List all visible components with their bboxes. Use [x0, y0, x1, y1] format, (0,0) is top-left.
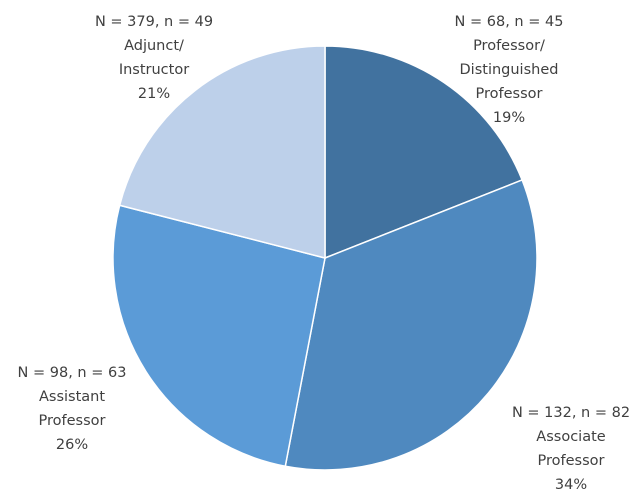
pie-slice-2 [112, 204, 326, 468]
slice-label-1-line-1: Associate [536, 429, 605, 445]
slice-label-3-line-0: N = 379, n = 49 [95, 14, 213, 30]
slice-label-3-line-3: 21% [138, 86, 170, 102]
slice-label-0-line-4: 19% [493, 110, 525, 126]
slice-label-2-line-2: Professor [39, 413, 106, 429]
slice-label-3-line-1: Adjunct/ [124, 38, 184, 54]
slice-label-0: N = 68, n = 45 Professor/Distinguished Pro… [455, 14, 564, 126]
pie-slice-3 [118, 45, 326, 259]
slices-layer [112, 45, 538, 471]
slice-label-2: N = 98, n = 63 Assistant Professor 26% [18, 365, 127, 453]
slice-label-3: N = 379, n = 49 Adjunct/Instructor 21% [95, 14, 213, 102]
slice-label-0-line-3: Professor [476, 86, 543, 102]
slice-label-1-line-3: 34% [555, 477, 587, 493]
slice-label-2-line-3: 26% [56, 437, 88, 453]
slice-label-1: N = 132, n = 82 Associate Professor 34% [512, 405, 630, 493]
slice-label-0-line-1: Professor/ [473, 38, 545, 54]
pie-slice-1 [284, 178, 538, 471]
labels-layer: N = 68, n = 45 Professor/Distinguished Pro… [18, 14, 631, 493]
slice-label-1-line-0: N = 132, n = 82 [512, 405, 630, 421]
pie-slice-0 [324, 45, 524, 260]
slice-label-0-line-2: Distinguished [460, 62, 559, 78]
slice-label-2-line-1: Assistant [39, 389, 105, 405]
slice-label-2-line-0: N = 98, n = 63 [18, 365, 127, 381]
slice-label-3-line-2: Instructor [119, 62, 189, 78]
slice-label-1-line-2: Professor [538, 453, 605, 469]
slice-label-0-line-0: N = 68, n = 45 [455, 14, 564, 30]
